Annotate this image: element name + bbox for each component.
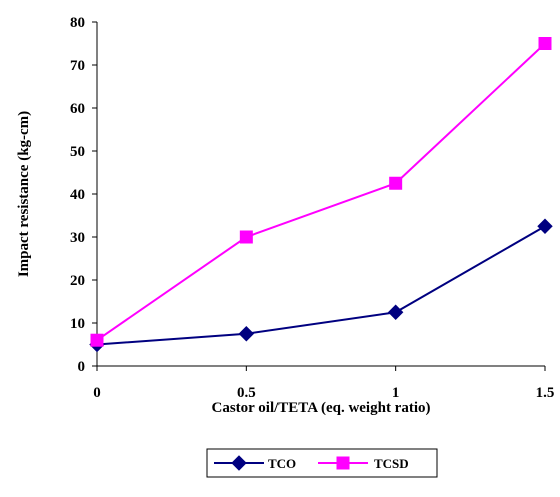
y-tick-label: 70 <box>70 58 85 74</box>
series-tco-point <box>537 218 553 234</box>
legend-label: TCSD <box>374 456 409 471</box>
x-tick-label: 0 <box>93 385 101 401</box>
series-tcsd-line <box>96 42 546 342</box>
legend-item-tco: TCO <box>214 455 296 471</box>
x-axis-title: Castor oil/TETA (eq. weight ratio) <box>211 400 430 416</box>
legend-label: TCO <box>268 456 296 471</box>
series-tco-line <box>96 225 546 346</box>
y-axis-title: Impact resistance (kg-cm) <box>16 111 32 277</box>
series-tcsd <box>90 37 552 347</box>
y-tick-label: 40 <box>70 187 85 203</box>
y-tick-label: 80 <box>70 15 85 31</box>
series-tco <box>89 218 553 353</box>
series-tcsd-point <box>538 37 552 50</box>
series-tcsd-point <box>90 333 104 347</box>
legend-item-tcsd: TCSD <box>318 456 409 471</box>
series-tcsd-point <box>239 230 253 244</box>
y-ticks: 0 10 20 30 40 50 60 70 80 <box>70 15 97 375</box>
y-tick-label: 20 <box>70 273 85 289</box>
y-tick-label: 0 <box>78 359 86 375</box>
x-ticks: 0 0.5 1 1.5 <box>93 366 554 401</box>
y-tick-label: 10 <box>70 316 85 332</box>
x-tick-label: 0.5 <box>237 385 256 401</box>
legend-swatch-marker <box>336 456 350 470</box>
series-layer <box>89 37 553 353</box>
x-tick-label: 1 <box>392 385 400 401</box>
axes <box>96 22 545 367</box>
legend-swatch-marker <box>231 455 247 471</box>
y-tick-label: 30 <box>70 230 85 246</box>
series-tco-point <box>238 326 255 342</box>
legend: TCO TCSD <box>206 448 438 478</box>
y-tick-label: 60 <box>70 101 85 117</box>
x-tick-label: 1.5 <box>536 385 555 401</box>
series-tco-point <box>387 304 404 320</box>
y-tick-label: 50 <box>70 144 85 160</box>
series-tcsd-point <box>389 176 403 190</box>
